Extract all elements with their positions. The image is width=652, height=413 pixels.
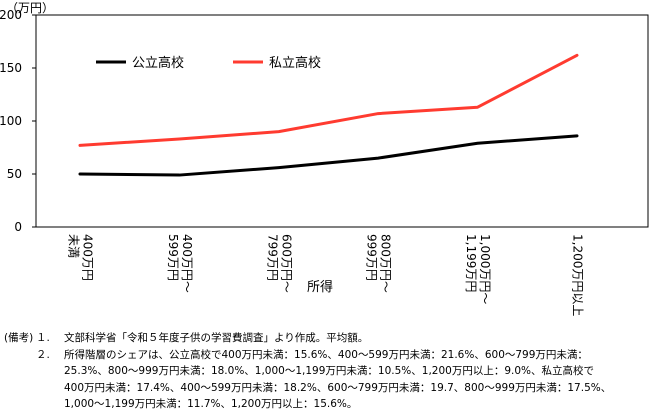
series-line-public <box>78 134 579 177</box>
x-tick-label-line: 999万円 <box>365 234 379 281</box>
x-tick-label-line: 799万円 <box>265 234 279 281</box>
note-text: 400万円未満：17.4%、400～599万円未満：18.2%、600～799万… <box>64 381 612 394</box>
y-tick-label: 200 <box>0 8 22 22</box>
x-tick-label-line: 400万円～ <box>180 234 194 293</box>
x-tick-label: 400万円未満 <box>67 234 95 281</box>
note-item-1: (備考) １. 文部科学省「令和５年度子供の学習費調査」より作成。平均額。 <box>4 330 649 347</box>
note-item-2-line-3: 400万円未満：17.4%、400～599万円未満：18.2%、600～799万… <box>4 380 649 397</box>
y-tick-label: 0 <box>14 220 22 234</box>
note-item-2-line-2: 25.3%、800～999万円未満：18.0%、1,000～1,199万円未満：… <box>4 363 649 380</box>
x-tick-label: 1,000万円～1,199万円 <box>464 234 492 304</box>
note-number: １. <box>36 332 50 344</box>
x-tick-label: 400万円～599万円 <box>166 234 194 293</box>
series-line-private <box>78 53 579 147</box>
x-tick-label-line: 1,000万円～ <box>478 234 492 304</box>
income-vs-cost-line-chart: （万円） 0 50 100 150 200 400万円未満 400万円～599万円 600万… <box>0 1 649 316</box>
notes-prefix: (備考) <box>4 332 34 344</box>
y-tick-label: 50 <box>7 167 22 181</box>
x-tick-label-line: 未満 <box>67 234 81 258</box>
note-text: 文部科学省「令和５年度子供の学習費調査」より作成。平均額。 <box>64 332 369 344</box>
x-tick-label-line: 1,200万円以上 <box>571 234 585 316</box>
x-tick-label: 600万円～799万円 <box>265 234 293 293</box>
x-tick-label-line: 600万円～ <box>279 234 293 293</box>
y-tick-label: 150 <box>0 61 22 75</box>
x-tick-label: 1,200万円以上 <box>571 234 585 316</box>
legend-label: 公立高校 <box>132 55 184 71</box>
note-text: 25.3%、800～999万円未満：18.0%、1,000～1,199万円未満：… <box>64 365 595 377</box>
notes: (備考) １. 文部科学省「令和５年度子供の学習費調査」より作成。平均額。 ２.… <box>4 330 649 413</box>
legend-label: 私立高校 <box>269 55 321 71</box>
note-text: 1,000～1,199万円未満：11.7%、1,200万円以上：15.6%。 <box>64 398 358 410</box>
x-tick-label-line: 400万円 <box>81 234 95 281</box>
note-item-2: ２. 所得階層のシェアは、公立高校で400万円未満：15.6%、400～599万… <box>4 347 649 364</box>
x-tick-label-line: 800万円～ <box>379 234 393 293</box>
x-tick-label: 800万円～999万円 <box>365 234 393 293</box>
unit-label: （万円） <box>6 1 54 15</box>
y-tick-label: 100 <box>0 114 22 128</box>
note-item-2-line-4: 1,000～1,199万円未満：11.7%、1,200万円以上：15.6%。 <box>4 396 649 413</box>
x-tick-label-line: 599万円 <box>166 234 180 281</box>
x-tick-label-line: 1,199万円 <box>464 234 478 292</box>
note-number: ２. <box>36 348 50 361</box>
note-text: 所得階層のシェアは、公立高校で400万円未満：15.6%、400～599万円未満… <box>64 348 588 361</box>
x-axis-title: 所得 <box>307 279 333 295</box>
